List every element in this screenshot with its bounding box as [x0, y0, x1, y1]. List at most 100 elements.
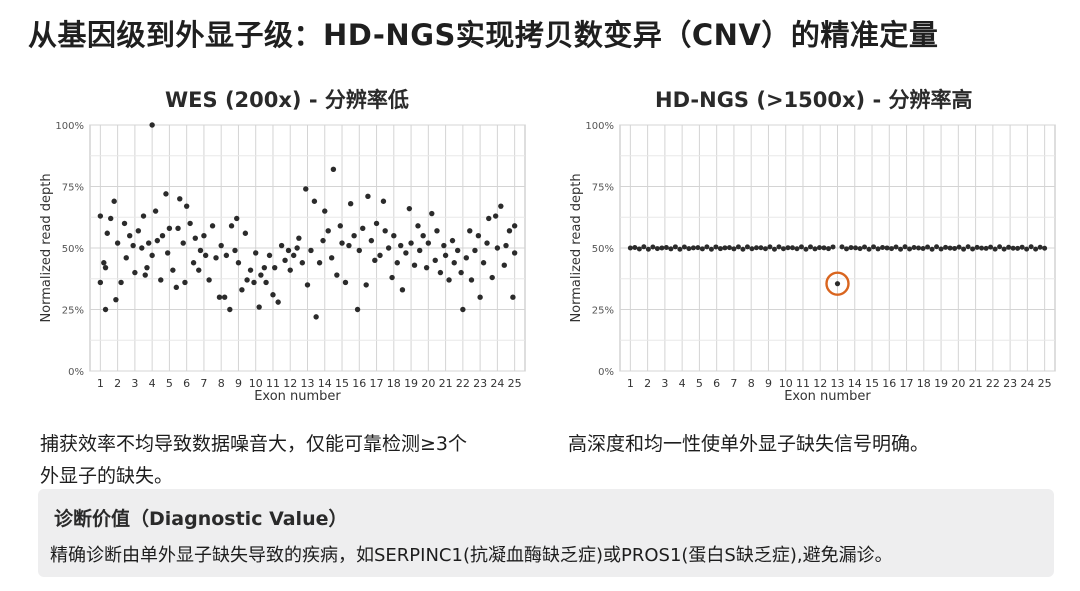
data-point: [408, 240, 414, 246]
x-tick-label: 10: [249, 377, 263, 390]
diagnostic-value-panel: 诊断价值（Diagnostic Value） 精确诊断由单外显子缺失导致的疾病，…: [38, 489, 1054, 577]
data-point: [437, 269, 444, 276]
data-point: [789, 245, 795, 251]
data-point: [342, 279, 349, 286]
data-point: [511, 223, 518, 229]
x-tick-label: 6: [713, 377, 720, 390]
data-point: [463, 255, 470, 261]
data-point: [228, 223, 235, 229]
data-point: [992, 246, 998, 252]
data-point: [798, 244, 804, 250]
data-point: [287, 267, 293, 273]
data-point: [762, 246, 768, 252]
data-point: [202, 252, 209, 259]
x-tick-label: 25: [1038, 377, 1052, 390]
data-point: [209, 223, 216, 229]
data-point: [158, 277, 164, 283]
data-point: [672, 244, 678, 250]
data-point: [812, 246, 818, 252]
data-point: [938, 246, 944, 252]
data-point: [382, 228, 388, 234]
data-point: [380, 198, 387, 204]
data-point: [636, 246, 642, 252]
data-point: [632, 244, 638, 250]
data-point: [278, 242, 285, 249]
data-point: [704, 244, 710, 250]
data-point: [266, 252, 273, 259]
data-point: [511, 250, 518, 256]
y-tick-label: 25%: [592, 306, 614, 317]
data-point: [145, 240, 152, 246]
data-point: [695, 245, 701, 251]
data-point: [1037, 244, 1043, 250]
data-point: [690, 245, 696, 251]
data-point: [337, 223, 343, 229]
data-point: [339, 240, 345, 246]
x-tick-label: 19: [404, 377, 418, 390]
x-tick-label: 13: [301, 377, 315, 390]
data-point: [239, 287, 245, 293]
data-point: [785, 245, 791, 251]
x-tick-label: 10: [779, 377, 793, 390]
data-point: [503, 242, 509, 249]
data-point: [403, 250, 409, 256]
data-point: [104, 230, 110, 236]
data-point: [391, 233, 397, 239]
data-point: [893, 244, 899, 250]
data-point: [113, 296, 119, 303]
data-point: [708, 246, 714, 252]
data-point: [1024, 246, 1030, 252]
hdngs-chart-title: HD-NGS (>1500x) - 分辨率高: [655, 88, 973, 112]
data-point: [363, 282, 369, 288]
data-point: [356, 247, 362, 254]
x-tick-label: 22: [456, 377, 470, 390]
data-point: [221, 294, 228, 300]
data-point: [726, 245, 732, 251]
x-tick-label: 2: [644, 377, 651, 390]
diagnostic-value-text: 精确诊断由单外显子缺失导致的疾病，如SERPINC1(抗凝血酶缺乏症)或PROS…: [50, 545, 893, 566]
x-tick-label: 19: [934, 377, 948, 390]
data-point: [144, 264, 150, 271]
data-point: [398, 242, 404, 249]
x-tick-label: 13: [831, 377, 845, 390]
data-point: [282, 257, 288, 263]
data-point: [275, 299, 281, 305]
data-point: [803, 246, 809, 252]
data-point: [929, 246, 935, 252]
data-point: [442, 252, 449, 259]
data-point: [227, 306, 233, 313]
x-tick-label: 12: [813, 377, 827, 390]
x-tick-label: 14: [318, 377, 332, 390]
y-axis-title: Normalized read depth: [569, 173, 584, 322]
x-tick-label: 16: [882, 377, 896, 390]
data-point: [164, 250, 171, 256]
data-point: [753, 245, 759, 251]
data-point: [429, 210, 435, 217]
data-point: [645, 246, 651, 252]
y-tick-label: 100%: [585, 121, 614, 132]
data-point: [142, 272, 148, 278]
data-point: [432, 257, 438, 263]
x-tick-label: 3: [131, 377, 138, 390]
data-point: [163, 191, 169, 197]
data-point: [328, 255, 335, 261]
data-point: [460, 306, 466, 313]
data-point: [201, 233, 207, 239]
data-point: [641, 244, 647, 250]
data-point: [334, 272, 340, 278]
data-point: [794, 246, 800, 252]
data-point: [303, 186, 309, 192]
data-point: [311, 198, 318, 204]
data-point: [290, 252, 297, 259]
data-point: [830, 244, 836, 250]
x-tick-label: 7: [730, 377, 737, 390]
data-point: [108, 215, 114, 222]
x-tick-label: 24: [490, 377, 504, 390]
data-point: [898, 246, 904, 252]
data-point: [825, 246, 831, 252]
x-tick-label: 23: [473, 377, 487, 390]
x-tick-label: 25: [508, 377, 522, 390]
data-point: [263, 279, 269, 286]
x-tick-label: 20: [951, 377, 965, 390]
data-point: [411, 262, 418, 268]
